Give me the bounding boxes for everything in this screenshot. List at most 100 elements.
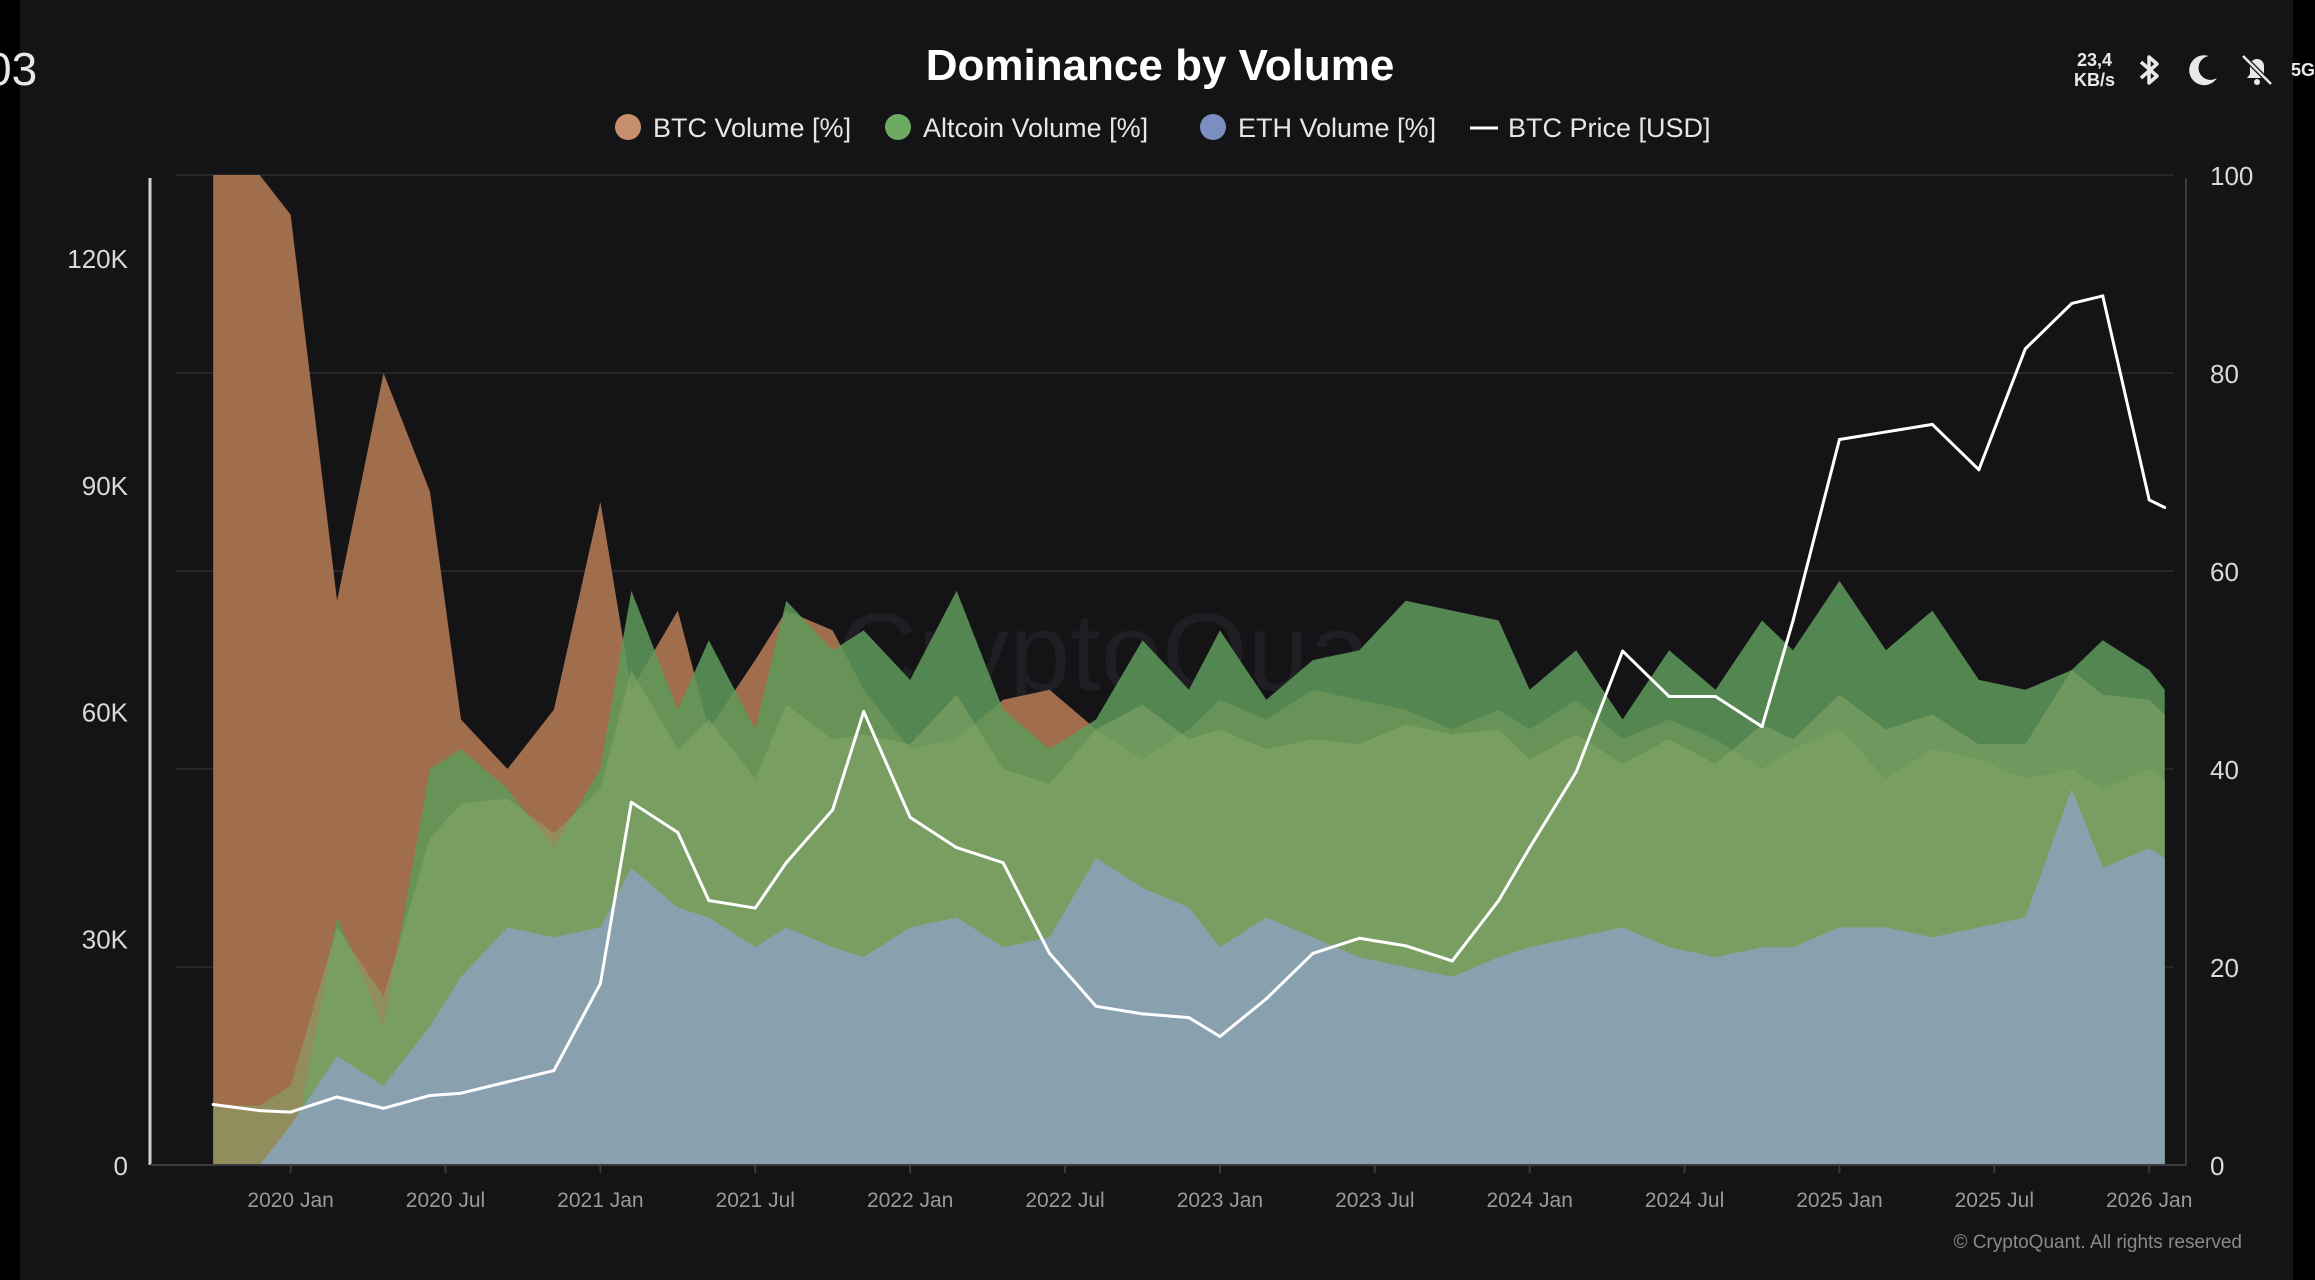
screen-edge-right: [2293, 0, 2315, 1280]
btc-price-point: [753, 906, 757, 910]
left-axis-tick-label: 120K: [67, 244, 128, 274]
btc-price-point: [598, 982, 602, 986]
legend-item: BTC Volume [%]: [615, 113, 851, 143]
btc-price-point: [955, 846, 959, 850]
left-axis-tick-label: 0: [114, 1151, 128, 1181]
btc-price-point: [1048, 951, 1052, 955]
btc-price-point: [2147, 498, 2151, 502]
btc-price-point: [2163, 506, 2167, 510]
right-axis-tick-label: 20: [2210, 953, 2239, 983]
x-axis-tick-label: 2023 Jul: [1335, 1189, 1414, 1212]
btc-price-point: [335, 1095, 339, 1099]
btc-price-point: [1311, 951, 1315, 955]
btc-price-point: [258, 1109, 262, 1113]
area-series: [213, 175, 2165, 1165]
btc-price-point: [428, 1093, 432, 1097]
right-axis-tick-label: 100: [2210, 161, 2253, 191]
btc-price-point: [1001, 861, 1005, 865]
bell-off-icon: [2241, 54, 2273, 86]
btc-price-point: [1218, 1035, 1222, 1039]
btc-price-point: [2101, 294, 2105, 298]
btc-price-point: [289, 1110, 293, 1114]
x-axis-tick-label: 2020 Jul: [406, 1189, 485, 1212]
btc-price-point: [1528, 846, 1532, 850]
status-bar-time-fragment: 03: [0, 43, 38, 95]
legend-marker: [615, 114, 641, 140]
btc-price-point: [1791, 619, 1795, 623]
btc-price-point: [1760, 725, 1764, 729]
btc-price-point: [1357, 936, 1361, 940]
btc-price-point: [2070, 301, 2074, 305]
btc-price-point: [1140, 1012, 1144, 1016]
legend-marker: [885, 114, 911, 140]
x-axis-tick-label: 2021 Jul: [716, 1189, 795, 1212]
btc-price-point: [382, 1106, 386, 1110]
left-axis-tick-label: 60K: [82, 698, 129, 728]
btc-price-point: [211, 1103, 215, 1107]
x-axis-tick-label: 2024 Jul: [1645, 1189, 1724, 1212]
legend-label: BTC Price [USD]: [1508, 113, 1711, 143]
network-speed-value: 23,4: [2076, 50, 2112, 70]
chart-title: Dominance by Volume: [926, 41, 1395, 90]
btc-price-point: [831, 808, 835, 812]
legend-item: Altcoin Volume [%]: [885, 113, 1148, 143]
x-axis-tick-label: 2026 Jan: [2106, 1189, 2192, 1212]
btc-price-point: [1574, 770, 1578, 774]
network-type: 5G: [2290, 59, 2315, 80]
legend-label: BTC Volume [%]: [653, 113, 851, 143]
legend-item: BTC Price [USD]: [1470, 113, 1711, 143]
right-axis-tick-label: 80: [2210, 359, 2239, 389]
btc-price-point: [908, 815, 912, 819]
btc-price-point: [676, 830, 680, 834]
x-axis-tick-label: 2021 Jan: [557, 1189, 643, 1212]
btc-price-point: [1837, 438, 1841, 442]
x-axis-tick-label: 2025 Jul: [1955, 1189, 2034, 1212]
btc-price-point: [1450, 959, 1454, 963]
x-axis-tick-label: 2020 Jan: [247, 1189, 333, 1212]
legend-label: Altcoin Volume [%]: [923, 113, 1148, 143]
screen-edge-left: [0, 0, 20, 1280]
btc-price-line: [211, 294, 2167, 1114]
btc-price-point: [505, 1080, 509, 1084]
x-axis-tick-label: 2025 Jan: [1796, 1189, 1882, 1212]
legend-marker: [1200, 114, 1226, 140]
btc-price-point: [1264, 997, 1268, 1001]
left-axis-tick-label: 30K: [82, 924, 129, 954]
btc-price-point: [1094, 1004, 1098, 1008]
btc-price-point: [2023, 347, 2027, 351]
btc-price-point: [707, 898, 711, 902]
btc-price-point: [1497, 898, 1501, 902]
right-axis-tick-label: 40: [2210, 755, 2239, 785]
btc-price-point: [1884, 430, 1888, 434]
x-axis-tick-label: 2023 Jan: [1177, 1189, 1263, 1212]
chart-legend: BTC Volume [%] Altcoin Volume [%] ETH Volu…: [615, 113, 1711, 143]
right-axis-tick-label: 0: [2210, 1151, 2224, 1181]
x-axis-tick-label: 2022 Jul: [1025, 1189, 1104, 1212]
btc-price-point: [1930, 422, 1934, 426]
eth-volume-area: [213, 788, 2165, 1165]
btc-price-point: [1621, 649, 1625, 653]
bluetooth-icon: [2139, 55, 2159, 85]
btc-price-point: [1667, 694, 1671, 698]
btc-price-point: [1714, 694, 1718, 698]
btc-price-point: [552, 1069, 556, 1073]
btc-price-point: [1977, 468, 1981, 472]
btc-price-point: [629, 800, 633, 804]
btc-price-point: [1187, 1016, 1191, 1020]
btc-price-point: [862, 710, 866, 714]
btc-price-point: [784, 861, 788, 865]
btc-price-point: [459, 1091, 463, 1095]
btc-price-point: [1404, 944, 1408, 948]
axes: 0 30K 60K 90K 120K 0 20 40 60 80 100 2020 Jan 2020 J…: [67, 161, 2253, 1212]
right-axis-tick-label: 60: [2210, 557, 2239, 587]
network-speed-unit: KB/s: [2073, 70, 2115, 90]
moon-icon: [2189, 55, 2217, 86]
left-axis-tick-label: 90K: [82, 471, 129, 501]
status-bar-right: 23,4 KB/s 5G: [2074, 40, 2315, 100]
x-axis-tick-label: 2022 Jan: [867, 1189, 953, 1212]
network-speed: 23,4 KB/s: [2074, 50, 2115, 90]
x-axis-tick-label: 2024 Jan: [1486, 1189, 1572, 1212]
credit-text: © CryptoQuant. All rights reserved: [1953, 1232, 2242, 1253]
legend-label: ETH Volume [%]: [1238, 113, 1436, 143]
